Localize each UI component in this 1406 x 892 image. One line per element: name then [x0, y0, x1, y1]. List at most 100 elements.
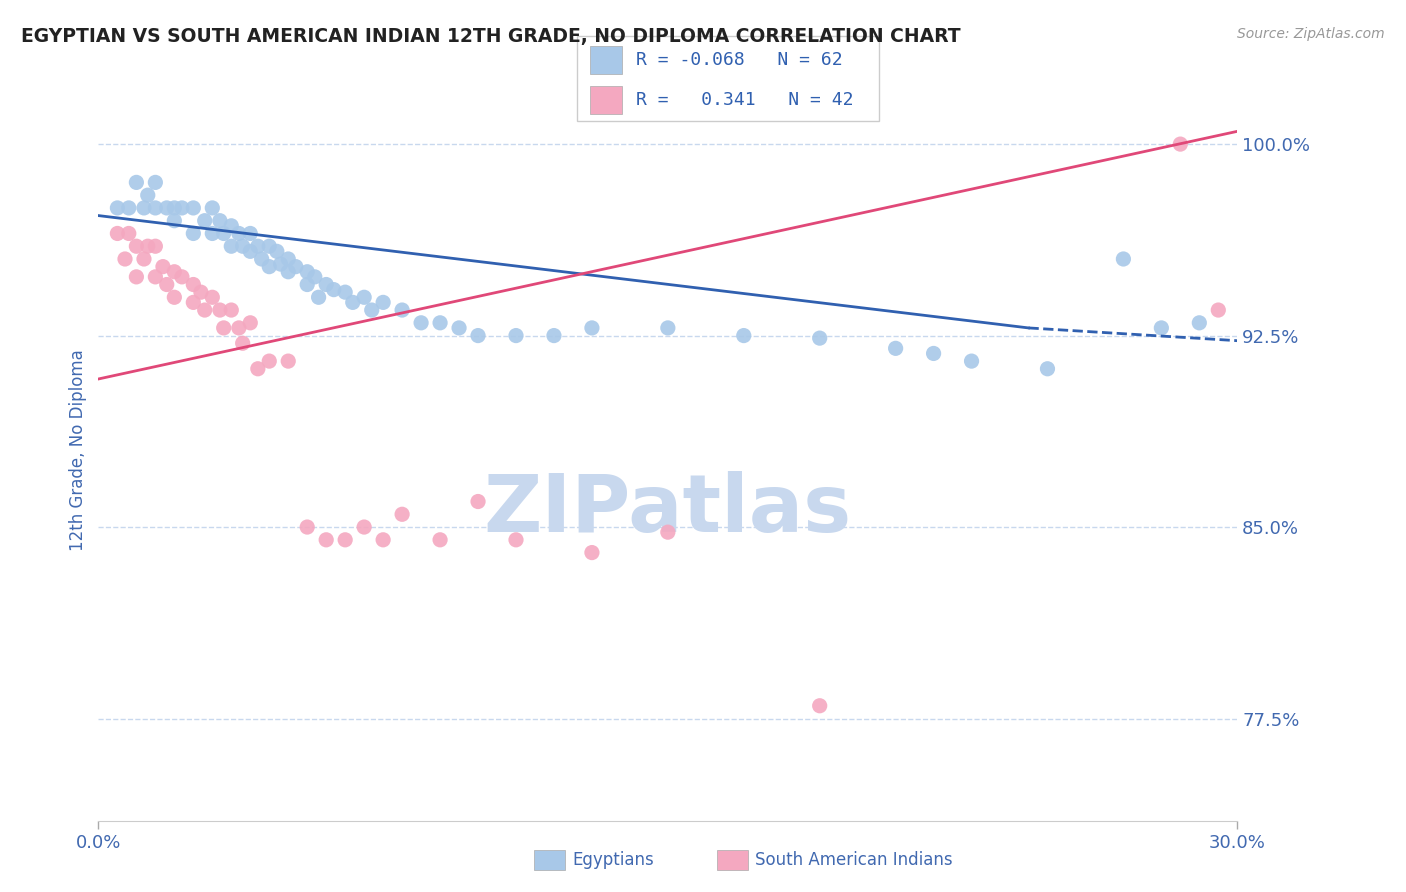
Point: [315, 533, 337, 547]
Point: [194, 303, 217, 318]
Point: [581, 321, 603, 335]
Point: [808, 331, 831, 345]
Point: [505, 328, 527, 343]
Point: [208, 213, 231, 227]
Point: [107, 227, 129, 241]
Point: [284, 260, 307, 274]
Point: [922, 346, 945, 360]
Point: [170, 269, 193, 284]
Point: [239, 227, 262, 241]
Point: [266, 244, 288, 259]
Text: Source: ZipAtlas.com: Source: ZipAtlas.com: [1237, 27, 1385, 41]
Point: [239, 316, 262, 330]
Point: [246, 239, 269, 253]
Point: [145, 175, 167, 189]
Point: [1170, 137, 1192, 152]
Point: [429, 533, 451, 547]
Point: [884, 342, 907, 356]
Point: [449, 321, 471, 335]
Point: [297, 277, 319, 292]
Point: [1188, 316, 1211, 330]
Point: [163, 290, 186, 304]
Point: [371, 295, 394, 310]
Point: [467, 494, 489, 508]
Text: South American Indians: South American Indians: [755, 851, 953, 869]
Point: [228, 227, 250, 241]
Point: [118, 227, 141, 241]
Point: [136, 239, 159, 253]
Text: R = -0.068   N = 62: R = -0.068 N = 62: [636, 51, 842, 69]
Point: [304, 269, 326, 284]
Point: [163, 265, 186, 279]
Point: [1150, 321, 1173, 335]
Point: [322, 283, 344, 297]
Point: [125, 175, 148, 189]
Point: [360, 303, 382, 318]
Point: [145, 239, 167, 253]
Point: [125, 269, 148, 284]
Point: [371, 533, 394, 547]
Point: [342, 295, 364, 310]
Point: [467, 328, 489, 343]
Point: [228, 321, 250, 335]
Point: [183, 227, 205, 241]
Point: [183, 277, 205, 292]
Point: [308, 290, 330, 304]
Point: [156, 201, 179, 215]
Point: [201, 290, 224, 304]
Point: [239, 244, 262, 259]
Point: [118, 201, 141, 215]
Point: [270, 257, 292, 271]
Point: [411, 316, 433, 330]
Point: [259, 260, 281, 274]
Point: [1112, 252, 1135, 266]
Point: [391, 303, 413, 318]
Point: [201, 227, 224, 241]
Point: [335, 285, 357, 300]
Point: [194, 213, 217, 227]
Point: [1208, 303, 1230, 318]
Point: [170, 201, 193, 215]
Point: [136, 188, 159, 202]
Point: [581, 545, 603, 559]
Point: [201, 201, 224, 215]
Point: [145, 269, 167, 284]
Point: [353, 520, 375, 534]
Text: Egyptians: Egyptians: [572, 851, 654, 869]
Point: [250, 252, 273, 266]
Point: [221, 239, 243, 253]
Point: [125, 239, 148, 253]
Point: [145, 201, 167, 215]
Point: [183, 201, 205, 215]
Bar: [591, 46, 623, 74]
Point: [960, 354, 983, 368]
Point: [114, 252, 136, 266]
Point: [221, 303, 243, 318]
Point: [183, 295, 205, 310]
Point: [808, 698, 831, 713]
FancyBboxPatch shape: [576, 36, 879, 121]
Point: [212, 321, 235, 335]
Point: [657, 321, 679, 335]
Point: [335, 533, 357, 547]
Point: [132, 252, 155, 266]
Point: [152, 260, 174, 274]
Point: [259, 354, 281, 368]
Point: [277, 252, 299, 266]
Point: [221, 219, 243, 233]
Point: [1036, 361, 1059, 376]
Point: [315, 277, 337, 292]
Point: [163, 201, 186, 215]
Point: [733, 328, 755, 343]
Point: [353, 290, 375, 304]
Point: [429, 316, 451, 330]
Point: [190, 285, 212, 300]
Point: [297, 520, 319, 534]
Point: [232, 336, 254, 351]
Point: [259, 239, 281, 253]
Point: [156, 277, 179, 292]
Point: [132, 201, 155, 215]
Point: [163, 213, 186, 227]
Point: [246, 361, 269, 376]
Point: [277, 354, 299, 368]
